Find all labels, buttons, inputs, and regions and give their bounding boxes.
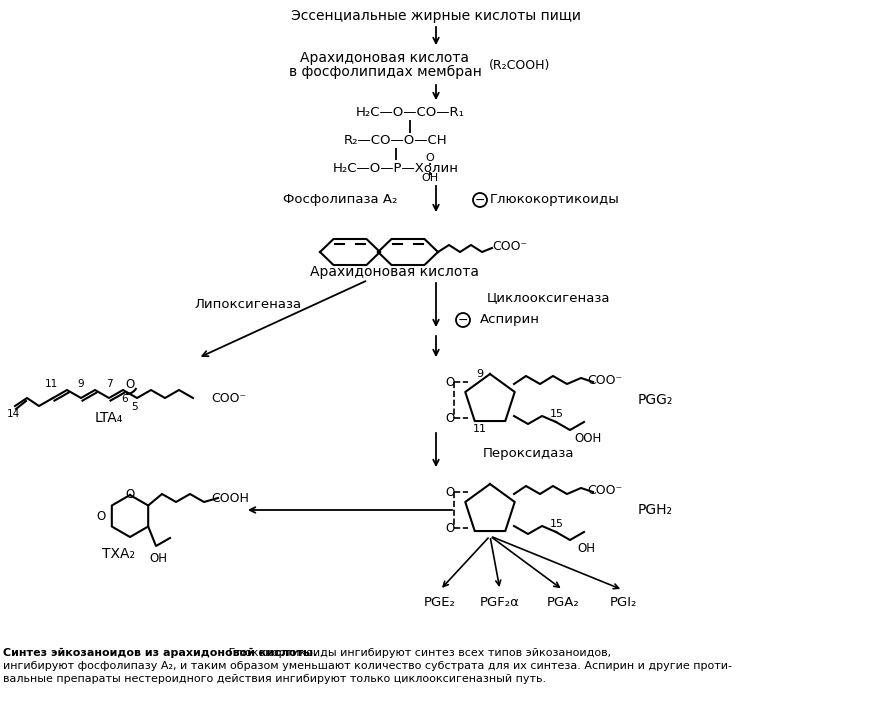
Text: PGI₂: PGI₂ — [609, 595, 636, 608]
Text: −: − — [475, 194, 485, 207]
Text: O: O — [126, 379, 134, 392]
Text: Глюкокортикоиды: Глюкокортикоиды — [490, 194, 620, 207]
Text: O: O — [96, 510, 106, 523]
Text: OH: OH — [149, 552, 167, 564]
Text: TXA₂: TXA₂ — [101, 547, 134, 561]
Text: 11: 11 — [45, 379, 58, 389]
Text: вальные препараты нестероидного действия ингибируют только циклооксигеназный пут: вальные препараты нестероидного действия… — [3, 674, 546, 684]
Text: Фосфолипаза А₂: Фосфолипаза А₂ — [283, 194, 397, 207]
Text: H₂C—O—CO—R₁: H₂C—O—CO—R₁ — [355, 107, 464, 120]
Text: ингибируют фосфолипазу А₂, и таким образом уменьшают количество субстрата для их: ингибируют фосфолипазу А₂, и таким образ… — [3, 661, 732, 671]
Text: (R₂COOH): (R₂COOH) — [489, 58, 551, 71]
Text: Аспирин: Аспирин — [480, 313, 540, 326]
Text: 9: 9 — [78, 379, 85, 389]
Text: H₂C—O—P—Холин: H₂C—O—P—Холин — [333, 161, 459, 174]
Text: PGA₂: PGA₂ — [546, 595, 580, 608]
Text: PGG₂: PGG₂ — [637, 393, 673, 407]
Text: 15: 15 — [550, 519, 564, 529]
Text: PGF₂α: PGF₂α — [480, 595, 520, 608]
Text: PGE₂: PGE₂ — [424, 595, 456, 608]
Text: Пероксидаза: Пероксидаза — [482, 446, 574, 459]
Text: в фосфолипидах мембран: в фосфолипидах мембран — [289, 65, 481, 79]
Text: OH: OH — [577, 541, 595, 554]
Text: PGH₂: PGH₂ — [637, 503, 672, 517]
Text: 15: 15 — [550, 409, 564, 419]
Text: O: O — [445, 521, 455, 534]
Text: 7: 7 — [106, 379, 113, 389]
Text: Арахидоновая кислота: Арахидоновая кислота — [311, 265, 479, 279]
Text: COO⁻: COO⁻ — [588, 374, 622, 387]
Text: COOH: COOH — [211, 492, 249, 505]
Text: Синтез эйкозаноидов из арахидоновой кислоты.: Синтез эйкозаноидов из арахидоновой кисл… — [3, 648, 318, 658]
Text: COO⁻: COO⁻ — [492, 240, 527, 253]
Text: LTA₄: LTA₄ — [95, 411, 123, 425]
Text: 14: 14 — [6, 409, 19, 419]
Text: 11: 11 — [473, 424, 487, 434]
Text: Эссенциальные жирные кислоты пищи: Эссенциальные жирные кислоты пищи — [291, 9, 581, 23]
Text: Циклооксигеназа: Циклооксигеназа — [486, 292, 609, 305]
Text: 9: 9 — [477, 369, 484, 379]
Text: R₂—CO—O—CH: R₂—CO—O—CH — [344, 135, 448, 148]
Text: O: O — [445, 485, 455, 498]
Text: O: O — [445, 412, 455, 425]
Text: OH: OH — [422, 173, 438, 183]
Text: O: O — [445, 376, 455, 389]
Text: OOH: OOH — [574, 431, 601, 444]
Text: O: O — [126, 488, 134, 502]
Text: COO⁻: COO⁻ — [211, 392, 246, 405]
Text: O: O — [426, 153, 435, 163]
Text: COO⁻: COO⁻ — [588, 484, 622, 497]
Text: Липоксигеназа: Липоксигеназа — [195, 299, 301, 312]
Text: 5: 5 — [132, 402, 138, 412]
Text: 6: 6 — [121, 394, 128, 404]
Text: Арахидоновая кислота: Арахидоновая кислота — [300, 51, 470, 65]
Text: −: − — [457, 313, 468, 326]
Text: Глюкокортикоиды ингибируют синтез всех типов эйкозаноидов,: Глюкокортикоиды ингибируют синтез всех т… — [225, 648, 611, 658]
